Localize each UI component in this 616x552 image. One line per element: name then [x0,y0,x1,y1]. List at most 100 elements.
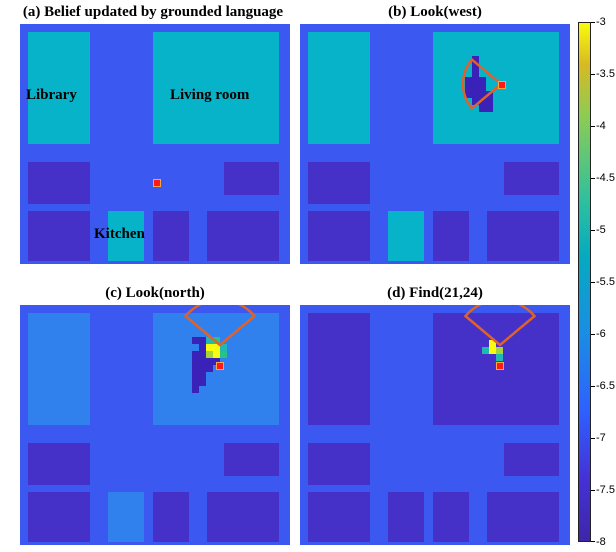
room-room-bottom-left [308,492,370,542]
fov-outline [461,57,503,111]
belief-cell [472,63,479,70]
room-room-mid-left [28,162,90,204]
robot-marker [496,362,504,370]
colorbar-tick [591,386,595,387]
belief-cell [472,98,479,105]
room-room-mid-right [504,443,559,476]
panel-c-look-north-map [20,305,290,545]
belief-cell [206,365,213,372]
fov-wedge [463,305,537,347]
colorbar [578,22,591,542]
fov-outline [463,305,537,347]
panel-b-title: (b) Look(west) [388,4,482,20]
room-room-bottom-right [207,211,279,261]
belief-cell [199,372,206,379]
colorbar-tick [591,334,595,335]
room-room-bottom-left [28,211,90,261]
belief-cell [496,347,503,354]
belief-cell [199,365,206,372]
colorbar-tick-label: -7.5 [596,484,615,496]
colorbar-tick-label: -4 [596,120,606,132]
room-label-library: Library [26,87,77,103]
room-living-room [153,32,279,144]
colorbar-tick-label: -3.5 [596,68,615,80]
fov-wedge [461,57,503,111]
robot-marker [216,362,224,370]
colorbar-tick [591,74,595,75]
belief-cell [472,91,479,98]
robot-marker [498,81,506,89]
room-room-bottom-mid [153,211,189,261]
colorbar-tick-label: -4.5 [596,172,615,184]
room-room-mid-right [224,162,279,195]
belief-cell [192,379,199,386]
belief-cell [213,344,220,351]
panel-a-belief-map: Library Living room Kitchen [20,24,290,264]
belief-cell [192,365,199,372]
room-kitchen [388,211,424,261]
belief-cell [479,98,486,105]
belief-cell [199,379,206,386]
colorbar-tick-label: -7 [596,432,606,444]
room-library [28,32,90,144]
fov-outline [183,305,257,347]
room-room-bottom-left [308,211,370,261]
belief-cell [220,351,227,358]
robot-marker [153,179,161,187]
belief-cell [479,105,486,112]
belief-cell [213,351,220,358]
belief-cell [192,386,199,393]
room-room-mid-left [308,443,370,485]
colorbar-tick [591,230,595,231]
fov-wedge [183,305,257,347]
belief-cell [206,358,213,365]
room-kitchen [108,211,144,261]
room-kitchen [388,492,424,542]
room-room-bottom-mid [433,492,469,542]
room-label-living-room: Living room [170,87,250,103]
colorbar-tick [591,282,595,283]
belief-cell [489,340,496,347]
belief-cell [220,344,227,351]
panel-d-find-map [300,305,570,545]
room-room-bottom-right [207,492,279,542]
belief-cell [486,98,493,105]
belief-cell [199,337,206,344]
room-room-bottom-mid [153,492,189,542]
colorbar-tick [591,438,595,439]
belief-cell [199,351,206,358]
room-room-mid-right [504,162,559,195]
colorbar-tick-label: -6 [596,328,606,340]
room-room-bottom-right [487,211,559,261]
colorbar-tick-label: -6.5 [596,380,615,392]
belief-cell [486,105,493,112]
belief-cell [482,347,489,354]
colorbar-tick-label: -5 [596,224,606,236]
belief-cell [199,344,206,351]
room-label-kitchen: Kitchen [94,226,145,242]
colorbar-tick-label: -8 [596,536,606,548]
belief-cell [206,344,213,351]
belief-cell [472,84,479,91]
belief-cell [472,77,479,84]
belief-cell [213,358,220,365]
room-library [28,313,90,425]
belief-cell [479,77,486,84]
colorbar-tick [591,490,595,491]
colorbar-tick-label: -3 [596,16,606,28]
room-room-bottom-left [28,492,90,542]
panel-c-title: (c) Look(north) [105,285,205,301]
panel-b-look-west-map [300,24,570,264]
belief-cell [465,84,472,91]
room-room-bottom-right [487,492,559,542]
belief-cell [489,347,496,354]
belief-cell [192,372,199,379]
belief-cell [496,354,503,361]
panel-a-title: (a) Belief updated by grounded language [22,4,284,20]
room-room-mid-left [308,162,370,204]
room-kitchen [108,492,144,542]
belief-cell [192,351,199,358]
room-library [308,32,370,144]
belief-cell [192,337,199,344]
colorbar-tick [591,22,595,23]
